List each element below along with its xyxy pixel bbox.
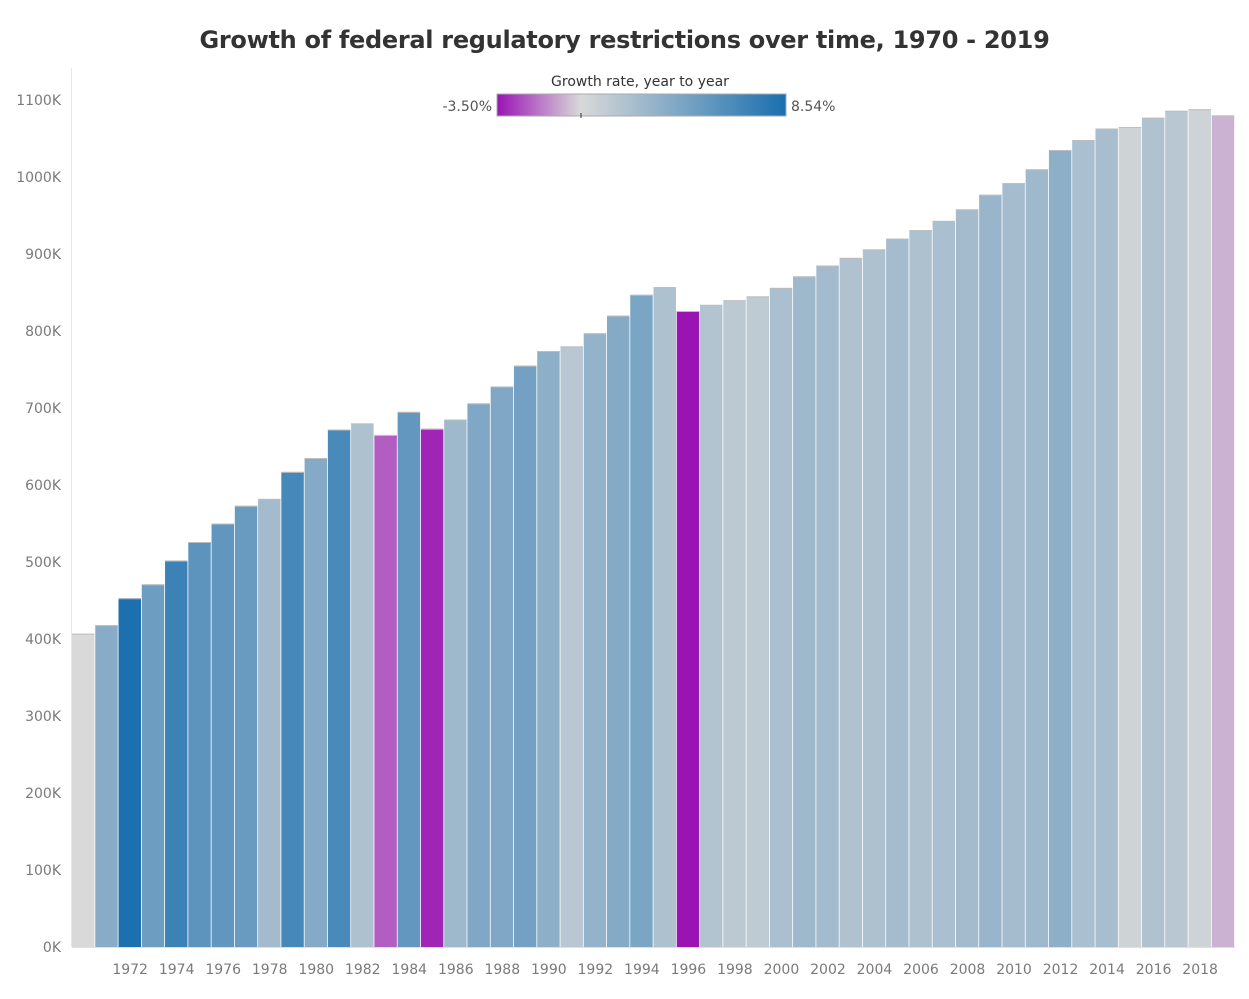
bar-2006[interactable] xyxy=(909,230,932,947)
bar-1974[interactable] xyxy=(165,560,188,947)
bar-2012[interactable] xyxy=(1048,150,1072,948)
x-tick-label: 2002 xyxy=(810,962,846,978)
legend-min-label: -3.50% xyxy=(442,99,492,115)
y-tick-label: 300K xyxy=(25,709,62,725)
x-tick-label: 1996 xyxy=(671,962,707,978)
x-tick-label: 1994 xyxy=(624,962,660,978)
bar-1979[interactable] xyxy=(281,471,304,947)
legend-max-label: 8.54% xyxy=(791,99,835,115)
bar-2007[interactable] xyxy=(932,220,956,947)
bar-1988[interactable] xyxy=(490,386,514,947)
x-tick-label: 1980 xyxy=(298,962,334,978)
bar-1997[interactable] xyxy=(700,304,723,947)
bar-2001[interactable] xyxy=(793,276,816,948)
bar-1980[interactable] xyxy=(304,458,328,947)
legend-gradient-bar xyxy=(496,93,787,117)
x-tick-label: 1972 xyxy=(112,962,148,978)
x-tick-label: 1986 xyxy=(438,962,474,978)
x-tick-label: 1990 xyxy=(531,962,567,978)
bar-1993[interactable] xyxy=(606,315,630,948)
bar-1973[interactable] xyxy=(141,584,165,947)
bar-1996[interactable] xyxy=(676,310,700,948)
x-tick-label: 2004 xyxy=(857,962,893,978)
x-tick-label: 2010 xyxy=(996,962,1032,978)
bar-1986[interactable] xyxy=(444,419,467,947)
bar-2011[interactable] xyxy=(1025,169,1049,948)
y-tick-label: 800K xyxy=(25,324,62,340)
y-tick-label: 600K xyxy=(25,478,62,494)
bar-2017[interactable] xyxy=(1165,110,1188,947)
bar-2004[interactable] xyxy=(862,249,886,947)
y-tick-label: 0K xyxy=(43,940,62,956)
bar-1985[interactable] xyxy=(420,428,444,947)
bar-1983[interactable] xyxy=(374,434,397,947)
x-tick-label: 1976 xyxy=(205,962,241,978)
bar-1977[interactable] xyxy=(234,505,258,947)
bar-1984[interactable] xyxy=(397,411,421,948)
bar-1976[interactable] xyxy=(211,523,235,948)
x-axis: 1972 1974 1976 1978 1980 1982 1984 1986 1988 1990… xyxy=(72,947,1235,978)
x-tick-label: 2014 xyxy=(1089,962,1125,978)
x-tick-label: 2008 xyxy=(950,962,986,978)
x-tick-label: 1984 xyxy=(391,962,427,978)
bar-1978[interactable] xyxy=(258,498,281,947)
x-tick-label: 1998 xyxy=(717,962,753,978)
y-tick-label: 1000K xyxy=(16,170,62,186)
bar-1972[interactable] xyxy=(118,598,141,947)
bar-2000[interactable] xyxy=(769,287,793,947)
bar-1998[interactable] xyxy=(723,300,746,947)
bar-2003[interactable] xyxy=(839,257,863,948)
y-tick-label: 200K xyxy=(25,786,62,802)
x-tick-label: 2018 xyxy=(1182,962,1218,978)
bar-1991[interactable] xyxy=(560,346,583,947)
bar-1975[interactable] xyxy=(188,541,211,947)
bar-2010[interactable] xyxy=(1002,183,1025,947)
x-tick-label: 1992 xyxy=(578,962,614,978)
bar-2009[interactable] xyxy=(979,194,1002,947)
x-tick-label: 1988 xyxy=(484,962,520,978)
bar-1992[interactable] xyxy=(583,333,607,947)
bar-1987[interactable] xyxy=(467,403,490,947)
chart-title: Growth of federal regulatory restriction… xyxy=(199,26,1050,54)
bar-2015[interactable] xyxy=(1118,126,1142,947)
bar-1970[interactable] xyxy=(72,633,95,947)
bar-1981[interactable] xyxy=(327,429,351,947)
bar-1999[interactable] xyxy=(746,296,769,948)
legend-title: Growth rate, year to year xyxy=(551,74,729,90)
bar-2002[interactable] xyxy=(816,265,839,947)
y-tick-label: 700K xyxy=(25,401,62,417)
color-legend: Growth rate, year to year -3.50% 8.54% xyxy=(442,74,835,118)
x-tick-label: 2016 xyxy=(1136,962,1172,978)
bar-1990[interactable] xyxy=(537,351,560,947)
bar-1989[interactable] xyxy=(513,365,537,947)
bar-1971[interactable] xyxy=(95,625,118,947)
y-tick-label: 1100K xyxy=(16,93,62,109)
x-tick-label: 2000 xyxy=(764,962,800,978)
bar-2016[interactable] xyxy=(1141,117,1165,947)
bar-2005[interactable] xyxy=(886,238,909,948)
x-tick-label: 2012 xyxy=(1043,962,1079,978)
bar-2014[interactable] xyxy=(1095,128,1118,948)
bar-1982[interactable] xyxy=(351,423,374,947)
bar-1994[interactable] xyxy=(630,294,653,947)
y-tick-label: 400K xyxy=(25,632,62,648)
x-tick-label: 1978 xyxy=(252,962,288,978)
x-tick-label: 2006 xyxy=(903,962,939,978)
y-tick-label: 100K xyxy=(25,863,62,879)
y-axis: 0K 100K 200K 300K 400K 500K 600K 700K 800K 900K 10… xyxy=(16,68,72,956)
bar-1995[interactable] xyxy=(653,287,676,947)
y-tick-label: 900K xyxy=(25,247,62,263)
x-tick-label: 1982 xyxy=(345,962,381,978)
bars xyxy=(72,109,1235,948)
bar-2018[interactable] xyxy=(1188,109,1211,948)
bar-2008[interactable] xyxy=(955,209,979,948)
x-tick-label: 1974 xyxy=(159,962,195,978)
bar-2013[interactable] xyxy=(1072,140,1095,948)
bar-2019[interactable] xyxy=(1211,115,1235,947)
y-tick-label: 500K xyxy=(25,555,62,571)
